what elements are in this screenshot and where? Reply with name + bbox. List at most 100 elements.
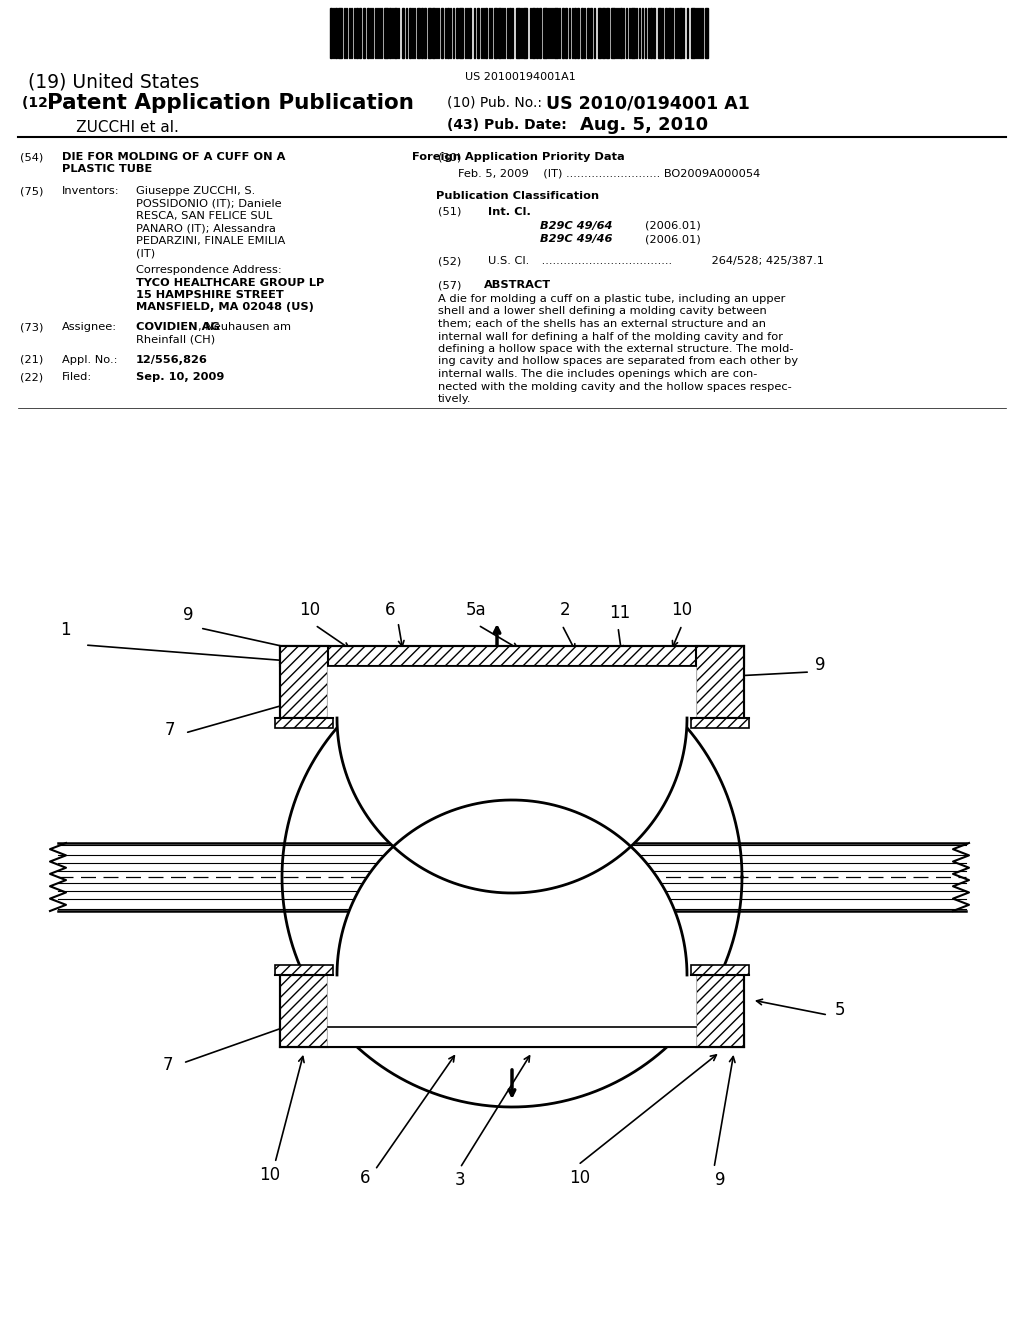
Text: internal walls. The die includes openings which are con-: internal walls. The die includes opening…: [438, 370, 758, 379]
Text: (22): (22): [20, 372, 43, 381]
Text: POSSIDONIO (IT); Daniele: POSSIDONIO (IT); Daniele: [136, 198, 282, 209]
Text: (12): (12): [22, 96, 59, 110]
Text: Patent Application Publication: Patent Application Publication: [47, 92, 414, 114]
Text: Int. Cl.: Int. Cl.: [488, 207, 530, 216]
Bar: [477, 8, 479, 58]
Text: PANARO (IT); Alessandra: PANARO (IT); Alessandra: [136, 223, 275, 234]
Text: 7: 7: [163, 1056, 173, 1074]
Bar: [394, 8, 397, 58]
Bar: [606, 8, 609, 58]
Text: (21): (21): [20, 355, 43, 366]
Text: (51): (51): [438, 207, 462, 216]
Bar: [532, 8, 535, 58]
Text: (19) United States: (19) United States: [28, 73, 200, 92]
Text: Sep. 10, 2009: Sep. 10, 2009: [136, 372, 224, 381]
Text: Appl. No.:: Appl. No.:: [62, 355, 118, 366]
Text: U.S. Cl.: U.S. Cl.: [488, 256, 529, 267]
Bar: [650, 8, 652, 58]
Bar: [485, 8, 487, 58]
Text: RESCA, SAN FELICE SUL: RESCA, SAN FELICE SUL: [136, 211, 272, 220]
Bar: [590, 8, 592, 58]
Text: 9: 9: [715, 1171, 725, 1189]
Bar: [705, 8, 708, 58]
Text: , Neuhausen am: , Neuhausen am: [198, 322, 291, 333]
Text: Filed:: Filed:: [62, 372, 92, 381]
Bar: [441, 8, 443, 58]
Bar: [389, 8, 391, 58]
Bar: [469, 8, 471, 58]
Text: ZUCCHI et al.: ZUCCHI et al.: [47, 120, 179, 135]
Text: (54): (54): [20, 152, 43, 162]
Bar: [384, 8, 388, 58]
Bar: [280, 1027, 744, 1047]
Text: US 2010/0194001 A1: US 2010/0194001 A1: [540, 94, 750, 112]
Bar: [523, 8, 527, 58]
Bar: [679, 8, 682, 58]
Text: 12/556,826: 12/556,826: [136, 355, 208, 366]
Text: 10: 10: [299, 601, 321, 619]
Text: (IT): (IT): [136, 248, 155, 259]
Text: 5a: 5a: [466, 601, 486, 619]
Bar: [275, 718, 333, 729]
Bar: [428, 8, 431, 58]
Bar: [280, 975, 328, 1047]
Bar: [509, 8, 511, 58]
Bar: [447, 8, 449, 58]
Text: internal wall for defining a half of the molding cavity and for: internal wall for defining a half of the…: [438, 331, 783, 342]
Bar: [335, 8, 337, 58]
Text: Giuseppe ZUCCHI, S.: Giuseppe ZUCCHI, S.: [136, 186, 255, 195]
Text: US 20100194001A1: US 20100194001A1: [465, 73, 575, 82]
Bar: [402, 8, 404, 58]
Text: PEDARZINI, FINALE EMILIA: PEDARZINI, FINALE EMILIA: [136, 236, 286, 246]
Text: (57): (57): [438, 280, 462, 290]
Text: 10: 10: [672, 601, 692, 619]
Bar: [620, 8, 622, 58]
Text: 6: 6: [385, 601, 395, 619]
Bar: [359, 8, 361, 58]
Bar: [367, 8, 369, 58]
Text: (2006.01): (2006.01): [645, 234, 700, 244]
Bar: [494, 8, 497, 58]
Text: (2006.01): (2006.01): [645, 220, 700, 231]
Text: (52): (52): [438, 256, 461, 267]
Text: 9: 9: [182, 606, 194, 624]
Text: (43) Pub. Date:: (43) Pub. Date:: [447, 117, 566, 132]
Bar: [338, 8, 342, 58]
Bar: [653, 8, 655, 58]
Bar: [691, 718, 749, 729]
Bar: [362, 8, 365, 58]
Bar: [587, 8, 589, 58]
Bar: [498, 8, 501, 58]
Bar: [581, 8, 583, 58]
Text: TYCO HEALTHCARE GROUP LP: TYCO HEALTHCARE GROUP LP: [136, 277, 325, 288]
Text: 4: 4: [506, 810, 518, 829]
Bar: [691, 8, 695, 58]
Text: 2: 2: [560, 601, 570, 619]
Text: MANSFIELD, MA 02048 (US): MANSFIELD, MA 02048 (US): [136, 302, 314, 313]
Bar: [356, 8, 358, 58]
Text: 5: 5: [835, 1001, 845, 1019]
Bar: [536, 8, 538, 58]
Text: (30): (30): [438, 152, 462, 162]
Text: Assignee:: Assignee:: [62, 322, 117, 333]
Text: ing cavity and hollow spaces are separated from each other by: ing cavity and hollow spaces are separat…: [438, 356, 798, 367]
Text: defining a hollow space with the external structure. The mold-: defining a hollow space with the externa…: [438, 345, 794, 354]
Bar: [543, 8, 547, 58]
Bar: [330, 8, 332, 58]
Bar: [562, 8, 564, 58]
Bar: [280, 645, 744, 667]
Text: PLASTIC TUBE: PLASTIC TUBE: [62, 164, 153, 174]
Text: 10: 10: [569, 1170, 591, 1187]
Bar: [424, 8, 426, 58]
Polygon shape: [328, 800, 696, 1045]
Bar: [598, 8, 601, 58]
Text: Inventors:: Inventors:: [62, 186, 120, 195]
Text: 7: 7: [165, 721, 175, 739]
Text: (10) Pub. No.:: (10) Pub. No.:: [447, 96, 542, 110]
Bar: [577, 8, 579, 58]
Bar: [275, 965, 333, 975]
Bar: [631, 8, 635, 58]
Bar: [665, 8, 667, 58]
Bar: [539, 8, 541, 58]
Text: 264/528; 425/387.1: 264/528; 425/387.1: [708, 256, 824, 267]
